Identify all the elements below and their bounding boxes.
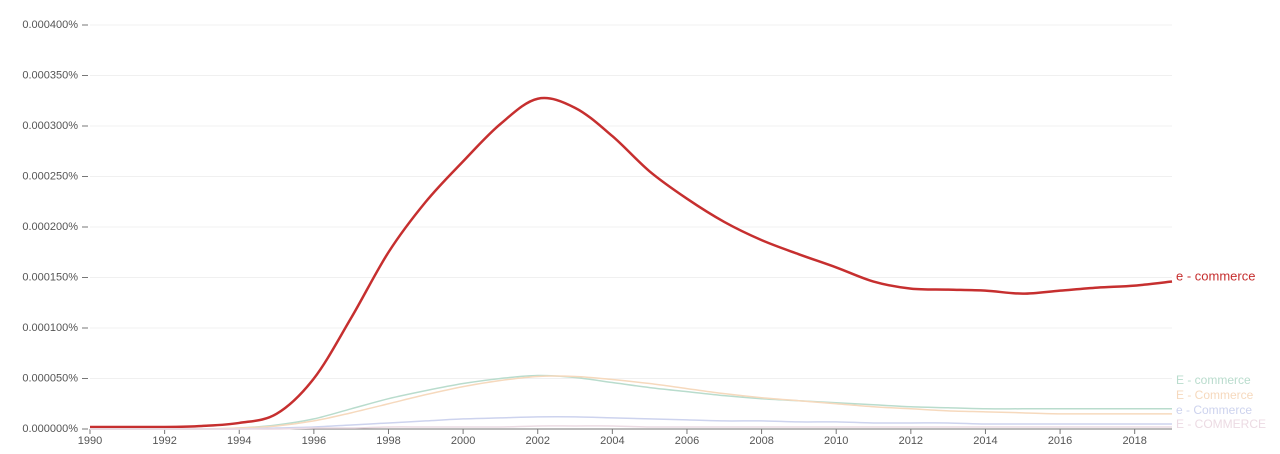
x-tick-label: 2012 [899,435,923,447]
y-tick-label: 0.000250% [22,170,78,182]
y-tick-label: 0.000200% [22,221,78,233]
y-tick-label: 0.000400% [22,19,78,31]
x-tick-label: 2002 [525,435,549,447]
y-tick-label: 0.000350% [22,69,78,81]
series-line [89,416,1172,430]
x-tick-label: 2006 [675,435,699,447]
y-tick-label: 0.000000% [22,423,78,435]
series-line [89,425,1172,430]
y-tick-label: 0.000050% [22,372,78,384]
series-line [89,375,1172,430]
y-tick-label: 0.000150% [22,271,78,283]
x-tick-label: 2000 [451,435,475,447]
x-tick-label: 1990 [78,435,102,447]
x-tick-label: 2016 [1048,435,1072,447]
x-tick-label: 2004 [600,435,624,447]
legend-label: E - commerce [1176,373,1251,387]
x-tick-label: 2018 [1122,435,1146,447]
y-tick-label: 0.000100% [22,322,78,334]
legend-label: e - Commerce [1176,403,1252,417]
x-tick-label: 1992 [152,435,176,447]
legend-label: E - COMMERCE [1176,417,1266,431]
x-tick-label: 1994 [227,435,251,447]
legend-label: e - commerce [1176,268,1255,283]
x-tick-label: 2010 [824,435,848,447]
y-tick-label: 0.000300% [22,120,78,132]
x-tick-label: 2008 [749,435,773,447]
x-tick-label: 2014 [973,435,997,447]
x-tick-label: 1998 [376,435,400,447]
legend-label: E - Commerce [1176,388,1254,402]
series-line [89,374,1172,430]
x-tick-label: 1996 [302,435,326,447]
series-line [89,96,1173,429]
